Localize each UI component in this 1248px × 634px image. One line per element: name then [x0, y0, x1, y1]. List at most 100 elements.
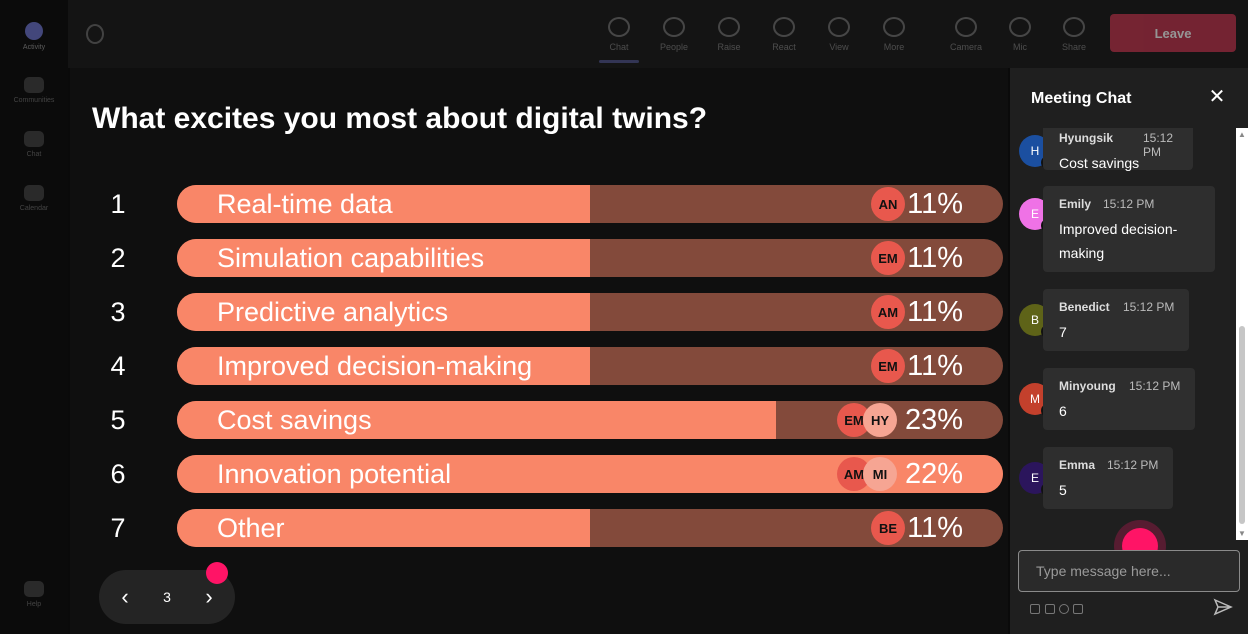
close-icon[interactable]: ✕ [1208, 86, 1226, 108]
chat-scrollbar[interactable]: ▲ ▼ [1236, 128, 1248, 540]
send-icon[interactable] [1213, 598, 1233, 616]
communities-icon [24, 76, 44, 93]
meeting-toolbar: Leave Chat People Raise React View More Camera… [68, 0, 1248, 68]
poll-option-percent: 11% [907, 188, 963, 220]
chat-icon [24, 130, 44, 147]
poll-option-number: 7 [110, 513, 126, 543]
poll-bar-fill [177, 293, 590, 331]
chat-icon [608, 16, 630, 37]
poll-bar-fill [177, 401, 776, 439]
scroll-up-icon[interactable]: ▲ [1238, 130, 1246, 139]
poll-bar: Predictive analytics AM 11% [177, 293, 1003, 331]
app-bar-item-calendar[interactable]: Calendar [6, 174, 62, 222]
shield-icon [86, 24, 104, 44]
toolbar-more-button[interactable]: More [866, 8, 922, 60]
app-bar-item-chat[interactable]: Chat [6, 120, 62, 168]
poll-bar: Real-time data AN 11% [177, 185, 1003, 223]
raise-icon [718, 16, 740, 37]
poll-bar: Cost savings EM HY 23% [177, 401, 1003, 439]
app-bar-label: Calendar [19, 204, 49, 212]
avatar-initial: E [1030, 471, 1039, 485]
chat-sender: Benedict [1059, 300, 1110, 314]
attach-icon[interactable] [1045, 604, 1055, 614]
voter-avatar: AM [837, 457, 871, 491]
app-bar-item-activity[interactable]: Activity [6, 12, 62, 60]
toolbar-people-button[interactable]: People [646, 8, 702, 60]
poll-option-label: Simulation capabilities [217, 243, 485, 273]
app-bar-label: Activity [22, 43, 46, 51]
view-icon [828, 16, 850, 37]
poll-option: 1 Real-time data AN 11% [70, 185, 1008, 223]
chat-bubble: Benedict 15:12 PM 7 [1043, 289, 1189, 351]
chat-timestamp: 15:12 PM [1129, 379, 1181, 393]
poll-option-label: Predictive analytics [217, 297, 449, 327]
voter-avatar: AM [871, 295, 905, 329]
camera-icon [955, 16, 977, 37]
toolbar-label: Mic [1013, 41, 1027, 52]
more-icon [883, 16, 905, 37]
message-compose[interactable] [1018, 550, 1240, 592]
voter-avatar: MI [863, 457, 897, 491]
chat-sender: Emma [1059, 458, 1096, 472]
poll-option: 4 Improved decision-making EM 11% [70, 347, 1008, 385]
poll-bar: Simulation capabilities EM 11% [177, 239, 1003, 277]
chevron-right-icon[interactable]: › [205, 584, 213, 609]
message-input[interactable] [1019, 551, 1239, 591]
poll-option-percent: 11% [907, 296, 963, 328]
chat-sender: Emily [1059, 197, 1092, 211]
toolbar-label: Raise [717, 41, 741, 52]
toolbar-view-button[interactable]: View [811, 8, 867, 60]
poll-option-percent: 11% [907, 512, 963, 544]
toolbar-label: More [883, 41, 905, 52]
chat-bubble: Emily 15:12 PM Improved decision-making [1043, 186, 1215, 272]
help-icon [24, 580, 44, 597]
chat-text: 7 [1059, 324, 1067, 340]
mic-icon [1009, 16, 1031, 37]
toolbar-chat-button[interactable]: Chat [591, 8, 647, 63]
scroll-down-icon[interactable]: ▼ [1238, 529, 1246, 538]
toolbar-react-button[interactable]: React [756, 8, 812, 60]
react-icon [773, 16, 795, 37]
app-bar-label: Communities [13, 96, 55, 104]
chat-text: Cost savings [1059, 155, 1140, 171]
app-bar-item-communities[interactable]: Communities [6, 66, 62, 114]
gif-icon[interactable] [1073, 604, 1083, 614]
page-number: 3 [163, 589, 171, 605]
toolbar-camera-button[interactable]: Camera [938, 8, 994, 60]
chat-text: Improved decision-making [1059, 221, 1178, 261]
chat-title: Meeting Chat [1031, 90, 1132, 107]
chevron-left-icon[interactable]: ‹ [121, 584, 129, 609]
app-bar-label: Chat [26, 150, 42, 158]
format-icon[interactable] [1030, 604, 1040, 614]
poll-bar: Improved decision-making EM 11% [177, 347, 1003, 385]
poll-option-label: Improved decision-making [217, 351, 533, 381]
chat-timestamp: 15:12 PM [1143, 131, 1174, 159]
chat-message-list: H Hyungsik 15:12 PM Cost savings E Emily 15:12… [1010, 128, 1235, 540]
poll-bar-fill [177, 185, 590, 223]
poll-option-percent: 11% [907, 242, 963, 274]
poll-option-number: 3 [110, 297, 126, 327]
toolbar-label: Camera [949, 41, 982, 52]
poll-option-number: 4 [110, 351, 126, 381]
leave-button[interactable]: Leave [1110, 14, 1236, 52]
voter-avatar: AN [871, 187, 905, 221]
app-bar-item-help[interactable]: Help [6, 570, 62, 618]
cursor-indicator [206, 562, 228, 584]
share-icon [1063, 16, 1085, 37]
poll-option-label: Innovation potential [217, 459, 452, 489]
toolbar-mic-button[interactable]: Mic [992, 8, 1048, 60]
chat-panel: Meeting Chat ✕ H Hyungsik 15:12 PM Cost sav… [1010, 68, 1248, 634]
activity-icon [25, 21, 43, 40]
poll-option-number: 5 [110, 405, 126, 435]
poll-bar-fill [177, 347, 590, 385]
toolbar-raise-button[interactable]: Raise [701, 8, 757, 60]
poll-option: 5 Cost savings EM HY 23% [70, 401, 1008, 439]
chat-timestamp: 15:12 PM [1123, 300, 1175, 314]
chat-sender: Minyoung [1059, 379, 1116, 393]
toolbar-share-button[interactable]: Share [1046, 8, 1102, 60]
poll-option-label: Other [217, 513, 285, 543]
poll-question: What excites you most about digital twin… [92, 102, 708, 135]
emoji-icon[interactable] [1059, 604, 1069, 614]
voter-avatar: BE [871, 511, 905, 545]
scroll-thumb[interactable] [1239, 326, 1245, 524]
